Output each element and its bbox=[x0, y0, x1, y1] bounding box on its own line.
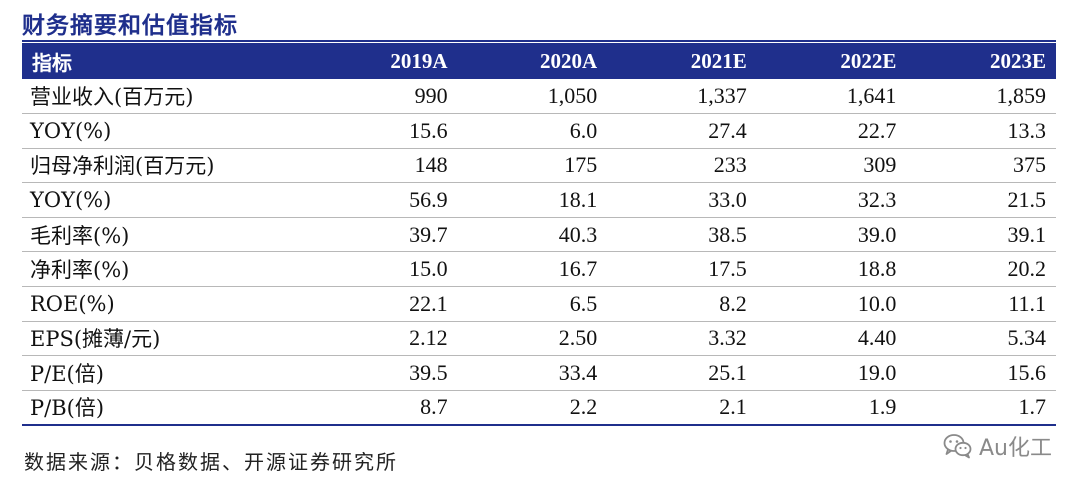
table-cell: 8.2 bbox=[719, 290, 747, 316]
table-row: YOY(%) 56.9 18.1 33.0 32.3 21.5 bbox=[22, 183, 1056, 218]
table-cell: 15.6 bbox=[409, 117, 448, 143]
title-underline bbox=[22, 40, 1056, 42]
table-cell: 56.9 bbox=[409, 187, 448, 213]
table-cell: 11.1 bbox=[1008, 290, 1046, 316]
row-label: ROE(%) bbox=[30, 291, 115, 316]
source-note: 数据来源：贝格数据、开源证券研究所 bbox=[24, 450, 398, 474]
table-cell: 15.0 bbox=[409, 256, 448, 282]
table-cell: 175 bbox=[564, 152, 598, 178]
table-cell: 19.0 bbox=[857, 360, 897, 386]
table-row: EPS(摊薄/元) 2.12 2.50 3.32 4.40 5.34 bbox=[22, 321, 1056, 356]
table-cell: 22.1 bbox=[409, 290, 448, 316]
row-label: 净利率(%) bbox=[30, 258, 130, 283]
table-cell: 39.1 bbox=[1007, 221, 1047, 247]
table-cell: 990 bbox=[414, 83, 448, 109]
column-header-2022e: 2022E bbox=[840, 48, 897, 73]
table-cell: 16.7 bbox=[558, 256, 598, 282]
column-header-2023e: 2023E bbox=[989, 48, 1046, 73]
table-cell: 1.9 bbox=[868, 394, 897, 420]
table-cell: 1,859 bbox=[996, 83, 1047, 109]
table-cell: 2.50 bbox=[558, 325, 598, 351]
table-cell: 22.7 bbox=[857, 117, 897, 143]
table-row: 归母净利润(百万元) 148 175 233 309 375 bbox=[22, 148, 1056, 183]
row-label: 毛利率(%) bbox=[30, 223, 130, 248]
table-cell: 8.7 bbox=[420, 394, 448, 420]
table-cell: 4.40 bbox=[857, 325, 897, 351]
table-cell: 33.0 bbox=[708, 187, 747, 213]
financial-summary-table: 指标 2019A 2020A 2021E 2022E 2023E 营业收入(百万… bbox=[22, 43, 1056, 426]
table-cell: 17.5 bbox=[708, 256, 747, 282]
table-cell: 18.8 bbox=[857, 256, 897, 282]
table-cell: 18.1 bbox=[558, 187, 598, 213]
table-cell: 2.1 bbox=[719, 394, 747, 420]
table-cell: 148 bbox=[414, 152, 448, 178]
column-header-indicator: 指标 bbox=[32, 50, 72, 75]
table-row: 净利率(%) 15.0 16.7 17.5 18.8 20.2 bbox=[22, 252, 1056, 287]
table-row: 毛利率(%) 39.7 40.3 38.5 39.0 39.1 bbox=[22, 217, 1056, 252]
table-cell: 15.6 bbox=[1007, 360, 1047, 386]
column-header-2021e: 2021E bbox=[690, 48, 747, 73]
table-row: YOY(%) 15.6 6.0 27.4 22.7 13.3 bbox=[22, 114, 1056, 149]
table-cell: 6.0 bbox=[569, 117, 598, 143]
column-header-2020a: 2020A bbox=[540, 48, 598, 73]
table-cell: 5.34 bbox=[1007, 325, 1047, 351]
table-cell: 2.12 bbox=[409, 325, 448, 351]
table-cell: 21.5 bbox=[1007, 187, 1047, 213]
table-cell: 2.2 bbox=[569, 394, 598, 420]
table-cell: 13.3 bbox=[1007, 117, 1047, 143]
row-label: P/B(倍) bbox=[30, 396, 105, 421]
table-cell: 20.2 bbox=[1007, 256, 1047, 282]
row-label: P/E(倍) bbox=[30, 362, 104, 387]
wechat-icon bbox=[943, 433, 973, 459]
table-cell: 25.1 bbox=[708, 360, 747, 386]
column-header-2019a: 2019A bbox=[390, 48, 448, 73]
watermark-text: Au化工 bbox=[979, 436, 1052, 461]
table-cell: 3.32 bbox=[708, 325, 747, 351]
watermark: Au化工 bbox=[943, 430, 1052, 462]
table-cell: 10.0 bbox=[857, 290, 897, 316]
row-label: 归母净利润(百万元) bbox=[30, 154, 215, 179]
table-cell: 1.7 bbox=[1018, 394, 1047, 420]
table-row: ROE(%) 22.1 6.5 8.2 10.0 11.1 bbox=[22, 287, 1056, 322]
table-cell: 39.5 bbox=[409, 360, 448, 386]
table-cell: 6.5 bbox=[569, 290, 598, 316]
table-row: P/E(倍) 39.5 33.4 25.1 19.0 15.6 bbox=[22, 356, 1056, 391]
table-cell: 1,641 bbox=[846, 83, 897, 109]
table-cell: 32.3 bbox=[857, 187, 897, 213]
table-header-row: 指标 2019A 2020A 2021E 2022E 2023E bbox=[22, 43, 1056, 79]
table-cell: 233 bbox=[713, 152, 747, 178]
table-cell: 309 bbox=[863, 152, 897, 178]
row-label: YOY(%) bbox=[30, 188, 112, 213]
row-label: EPS(摊薄/元) bbox=[30, 327, 161, 352]
row-label: YOY(%) bbox=[30, 118, 112, 143]
table-cell: 33.4 bbox=[558, 360, 598, 386]
table-cell: 1,337 bbox=[697, 83, 747, 109]
table-row: 营业收入(百万元) 990 1,050 1,337 1,641 1,859 bbox=[22, 79, 1056, 114]
row-label: 营业收入(百万元) bbox=[30, 85, 194, 110]
table-body: 营业收入(百万元) 990 1,050 1,337 1,641 1,859 YOY(%) 15… bbox=[22, 79, 1056, 425]
table-cell: 40.3 bbox=[558, 221, 598, 247]
table-cell: 27.4 bbox=[708, 117, 747, 143]
table-cell: 39.7 bbox=[409, 221, 448, 247]
table-row: P/B(倍) 8.7 2.2 2.1 1.9 1.7 bbox=[22, 390, 1056, 425]
table-cell: 1,050 bbox=[547, 83, 598, 109]
page-title: 财务摘要和估值指标 bbox=[22, 13, 238, 39]
table-cell: 38.5 bbox=[708, 221, 747, 247]
table-cell: 39.0 bbox=[857, 221, 897, 247]
table-cell: 375 bbox=[1013, 152, 1046, 178]
